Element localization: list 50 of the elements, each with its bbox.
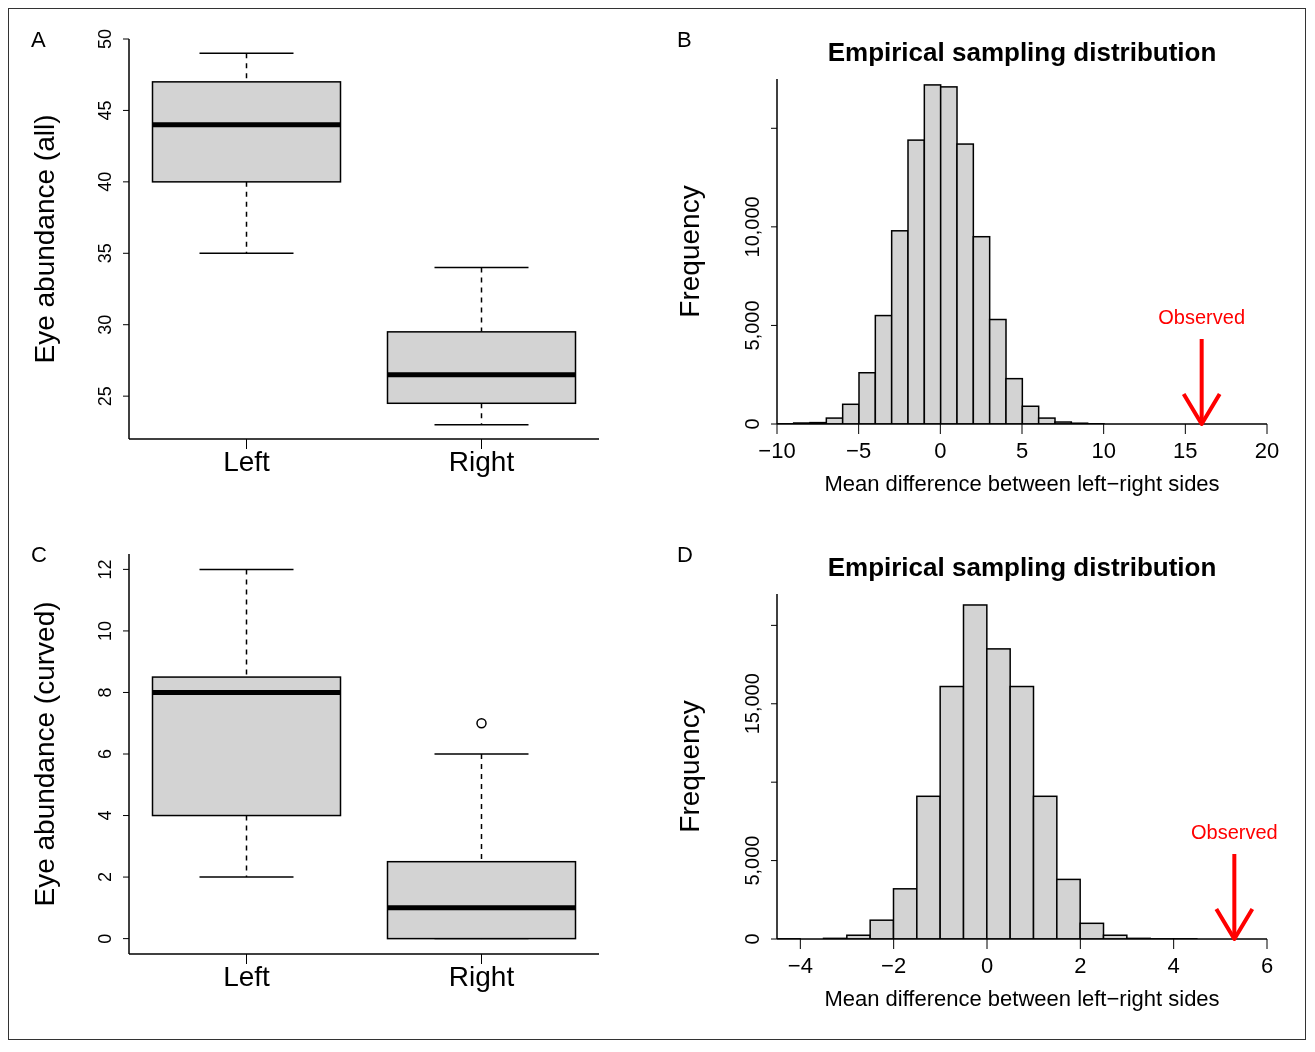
x-axis-title: Mean difference between left−right sides	[824, 471, 1220, 496]
x-tick-label: 0	[934, 438, 947, 463]
y-tick-label: 8	[95, 687, 115, 698]
y-tick-label: 12	[95, 559, 115, 580]
x-axis-title: Mean difference between left−right sides	[824, 986, 1220, 1011]
x-tick-label: Left	[223, 960, 271, 992]
ref-line-label: Observed	[1190, 821, 1278, 843]
x-tick-label: Right	[448, 960, 515, 992]
y-tick-label: 6	[95, 748, 115, 760]
x-tick-label: 4	[1167, 953, 1180, 978]
y-tick-label: 30	[95, 314, 115, 335]
y-tick-label: 10,000	[741, 196, 763, 258]
x-tick-label: 20	[1254, 438, 1280, 463]
y-tick-label: 2	[95, 872, 115, 883]
x-tick-label: 15	[1173, 438, 1198, 463]
y-tick-label: 45	[95, 100, 115, 121]
x-tick-label: −5	[846, 438, 872, 463]
y-tick-label: 5,000	[741, 835, 763, 886]
y-axis-title: Eye abundance (curved)	[28, 601, 60, 907]
y-tick-label: 0	[741, 418, 763, 430]
text: C	[31, 542, 47, 568]
x-tick-label: 2	[1074, 953, 1087, 978]
y-axis-title: Frequency	[673, 700, 705, 833]
y-axis-title: Frequency	[673, 185, 705, 318]
y-tick-label: 15,000	[741, 673, 763, 735]
y-tick-label: 25	[95, 386, 115, 407]
x-tick-label: 10	[1091, 438, 1116, 463]
x-tick-label: Right	[448, 445, 515, 477]
ref-line-label: Observed	[1158, 306, 1246, 328]
y-tick-label: 35	[95, 243, 115, 264]
x-tick-label: Left	[223, 445, 271, 477]
y-tick-label: 0	[741, 933, 763, 945]
y-tick-label: 10	[95, 620, 115, 641]
chart-title: Empirical sampling distribution	[826, 37, 1218, 68]
y-tick-label: 4	[95, 810, 115, 821]
x-tick-label: 6	[1260, 953, 1274, 978]
y-tick-label: 40	[95, 171, 115, 192]
y-tick-label: 5,000	[741, 300, 763, 351]
chart-title: Empirical sampling distribution	[826, 552, 1218, 583]
text: D	[677, 542, 693, 568]
x-tick-label: −10	[758, 438, 796, 463]
y-axis-title: Eye abundance (all)	[28, 114, 60, 364]
text: B	[677, 27, 692, 53]
text: A	[31, 27, 46, 53]
x-tick-label: 0	[980, 953, 994, 978]
y-tick-label: 0	[95, 933, 115, 944]
x-tick-label: −4	[787, 953, 813, 978]
y-tick-label: 50	[95, 28, 115, 50]
x-tick-label: −2	[881, 953, 907, 978]
x-tick-label: 5	[1015, 438, 1029, 463]
